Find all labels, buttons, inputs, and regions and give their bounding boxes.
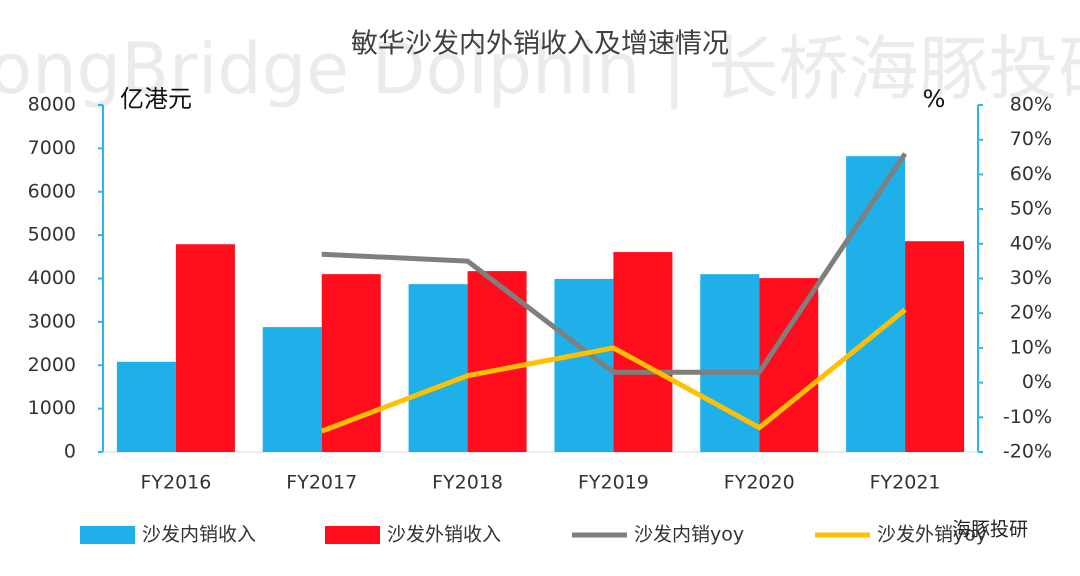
y-tick-label: 1000 bbox=[28, 397, 76, 419]
y2-tick-label: -10% bbox=[1003, 406, 1052, 428]
y2-tick-label: 80% bbox=[1010, 94, 1052, 116]
bar bbox=[116, 361, 176, 452]
legend-label: 沙发内销yoy bbox=[634, 524, 744, 546]
chart-title: 敏华沙发内外销收入及增速情况 bbox=[351, 29, 729, 60]
y2-tick-label: 60% bbox=[1010, 163, 1052, 185]
y-tick-label: 8000 bbox=[28, 94, 76, 116]
x-tick-label: FY2019 bbox=[578, 472, 649, 494]
x-tick-label: FY2017 bbox=[286, 472, 357, 494]
y-tick-label: 3000 bbox=[28, 310, 76, 332]
y-tick-label: 6000 bbox=[28, 180, 76, 202]
x-tick-label: FY2021 bbox=[870, 472, 941, 494]
legend-label: 沙发外销yoy bbox=[877, 524, 987, 546]
bar bbox=[846, 156, 906, 452]
legend-label: 沙发外销收入 bbox=[387, 524, 501, 546]
y2-tick-label: 50% bbox=[1010, 198, 1052, 220]
bar bbox=[262, 327, 322, 452]
y2-axis-label: % bbox=[923, 85, 946, 113]
y-tick-label: 7000 bbox=[28, 137, 76, 159]
y2-tick-label: -20% bbox=[1003, 441, 1052, 463]
y2-tick-label: 0% bbox=[1022, 371, 1052, 393]
legend-swatch bbox=[80, 526, 135, 544]
bar bbox=[905, 241, 965, 452]
y-tick-label: 4000 bbox=[28, 267, 76, 289]
legend-swatch bbox=[325, 526, 380, 544]
y2-tick-label: 30% bbox=[1010, 267, 1052, 289]
y2-tick-label: 70% bbox=[1010, 128, 1052, 150]
y-axis-label: 亿港元 bbox=[120, 85, 192, 113]
y-tick-label: 0 bbox=[64, 441, 76, 463]
y2-tick-label: 10% bbox=[1010, 336, 1052, 358]
legend-label: 沙发内销收入 bbox=[142, 524, 256, 546]
x-tick-label: FY2020 bbox=[724, 472, 795, 494]
x-tick-label: FY2016 bbox=[140, 472, 211, 494]
y-tick-label: 5000 bbox=[28, 224, 76, 246]
y-tick-label: 2000 bbox=[28, 354, 76, 376]
line bbox=[320, 307, 907, 434]
watermark: LongBridge Dolphin | 长桥海豚投研 bbox=[0, 28, 1080, 110]
line bbox=[321, 152, 908, 375]
bar bbox=[408, 284, 468, 452]
y2-tick-label: 40% bbox=[1010, 232, 1052, 254]
bar bbox=[175, 244, 235, 452]
bar bbox=[759, 278, 819, 452]
x-tick-label: FY2018 bbox=[432, 472, 503, 494]
y2-tick-label: 20% bbox=[1010, 302, 1052, 324]
badge: 海豚投研 bbox=[952, 519, 1028, 541]
